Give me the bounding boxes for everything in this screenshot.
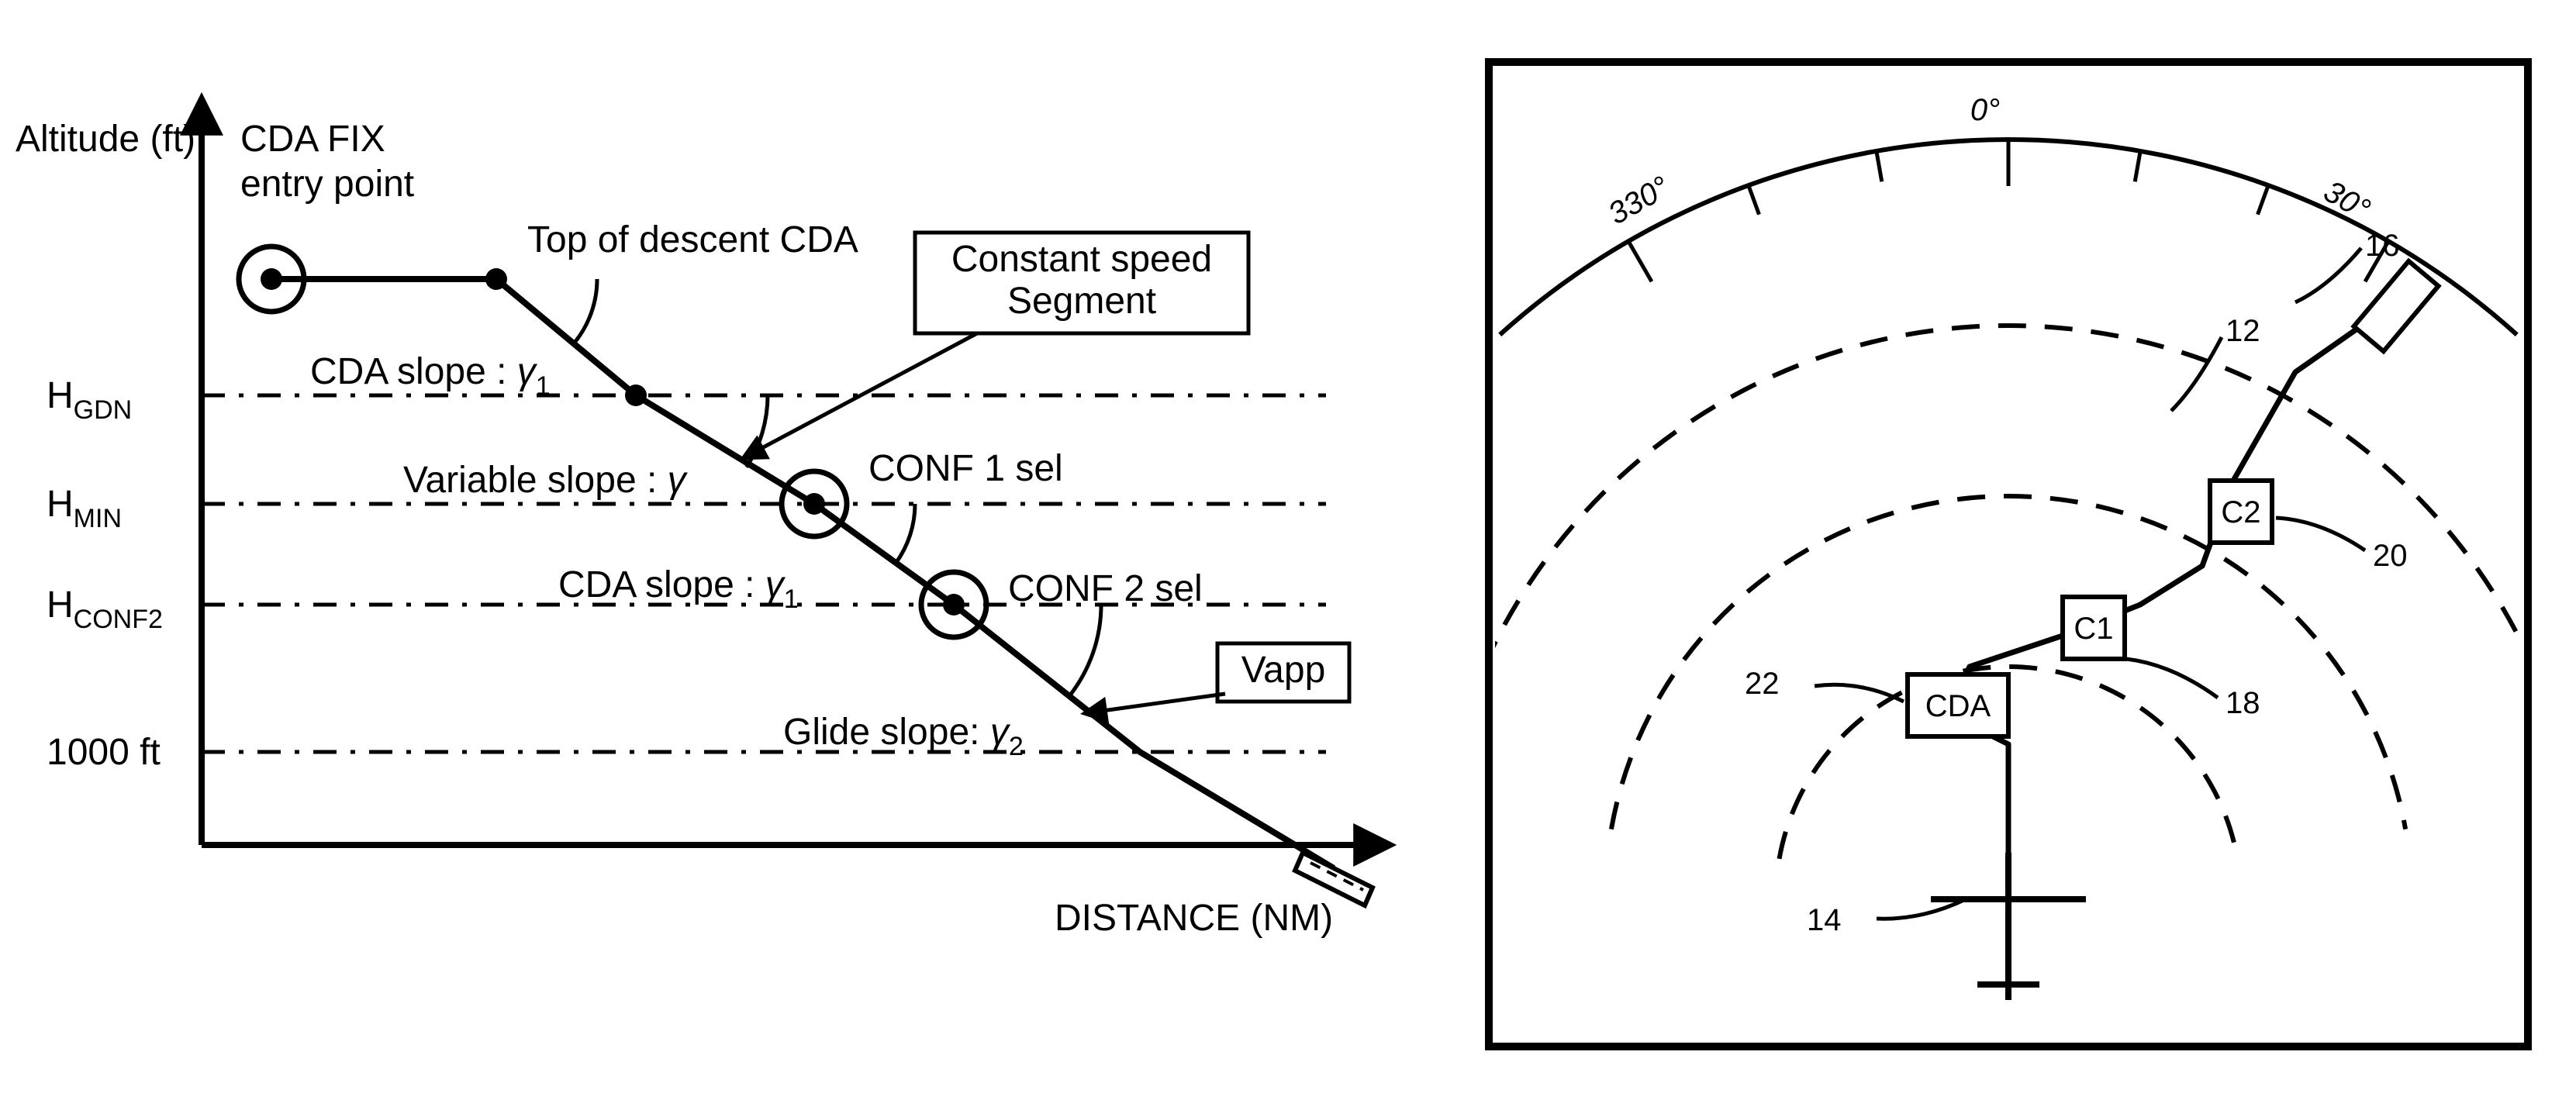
slope-angle-arc [574,279,597,344]
svg-text:30°: 30° [2318,174,2375,227]
svg-text:22: 22 [1745,667,1780,701]
svg-text:DISTANCE (NM): DISTANCE (NM) [1055,898,1333,939]
svg-text:HMIN: HMIN [47,484,122,533]
svg-text:20: 20 [2373,539,2408,573]
svg-text:Altitude (ft): Altitude (ft) [16,119,195,160]
svg-text:entry point: entry point [240,164,414,205]
svg-text:C2: C2 [2221,495,2260,529]
svg-text:Segment: Segment [1007,281,1156,322]
svg-text:Vapp: Vapp [1241,650,1326,691]
slope-angle-arc [896,504,915,563]
diagram-svg: Altitude (ft) DISTANCE (NM) HGDN HMIN HCONF2… [0,0,2576,1100]
compass-tick [1877,151,1882,181]
compass-tick [1628,241,1652,281]
svg-text:0°: 0° [1970,93,2000,127]
svg-text:CONF 1 sel: CONF 1 sel [868,448,1063,489]
compass-tick [2135,151,2140,181]
ref-leader [2295,248,2361,302]
svg-text:C1: C1 [2074,612,2113,646]
slope-angle-arc [1070,605,1101,695]
compass-tick [1749,185,1759,215]
profile-node [485,268,507,290]
ref-leader [2276,518,2365,550]
profile-node [625,384,647,406]
callout-leader [1086,694,1225,713]
svg-text:12: 12 [2226,314,2260,348]
svg-text:14: 14 [1807,903,1842,937]
svg-text:16: 16 [2365,229,2400,263]
slope-label: Variable slope : γ [403,460,689,501]
svg-text:18: 18 [2226,686,2260,720]
diagram-page: Altitude (ft) DISTANCE (NM) HGDN HMIN HCONF2… [0,0,2576,1100]
compass-tick [2257,185,2268,215]
svg-text:1000 ft: 1000 ft [47,732,161,773]
svg-text:Top of descent CDA: Top of descent CDA [527,219,858,260]
descent-profile-chart: Altitude (ft) DISTANCE (NM) HGDN HMIN HCONF2… [16,101,1388,939]
ref-leader [2126,659,2218,698]
ref-leader [2171,337,2222,411]
svg-text:Constant speed: Constant speed [951,239,1212,280]
svg-text:HCONF2: HCONF2 [47,584,163,634]
svg-text:CONF 2 sel: CONF 2 sel [1008,568,1203,609]
svg-text:CDA: CDA [1925,689,1991,723]
nd-runway-icon [2353,261,2438,351]
svg-text:CDA FIX: CDA FIX [240,119,385,160]
svg-text:HGDN: HGDN [47,375,132,425]
navigation-display: 330°0°30°C220C118CDA22161214 [1443,62,2574,1047]
flight-path-line [1946,318,2373,899]
slope-label: CDA slope : γ1 [310,351,551,401]
